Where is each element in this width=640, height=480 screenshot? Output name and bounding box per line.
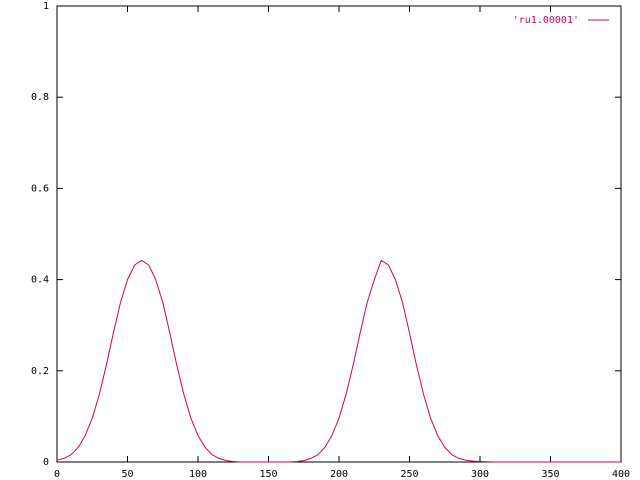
y-tick-label: 1 — [43, 1, 49, 12]
series-line — [56, 259, 621, 463]
y-tick-label: 0.6 — [31, 183, 49, 194]
x-axis: 0 50 100 150 200 250 300 350 400 — [54, 6, 630, 480]
x-tick-label: 300 — [471, 469, 489, 480]
x-tick-label: 350 — [541, 469, 559, 480]
x-tick-label: 250 — [400, 469, 418, 480]
x-tick-label: 0 — [54, 469, 60, 480]
x-tick-label: 400 — [612, 469, 630, 480]
x-tick-label: 150 — [259, 469, 277, 480]
y-tick-label: 0.4 — [31, 275, 49, 286]
legend: 'ru1.00001' — [513, 15, 609, 26]
x-tick-label: 200 — [330, 469, 348, 480]
y-tick-label: 0.8 — [31, 92, 49, 103]
legend-label: 'ru1.00001' — [513, 15, 579, 26]
y-tick-label: 0 — [43, 457, 49, 468]
x-tick-label: 100 — [189, 469, 207, 480]
series-layer — [56, 259, 621, 463]
y-axis: 0 0.2 0.4 0.6 0.8 1 — [31, 1, 621, 468]
x-tick-label: 50 — [121, 469, 133, 480]
y-tick-label: 0.2 — [31, 366, 49, 377]
plot-area — [56, 5, 622, 463]
